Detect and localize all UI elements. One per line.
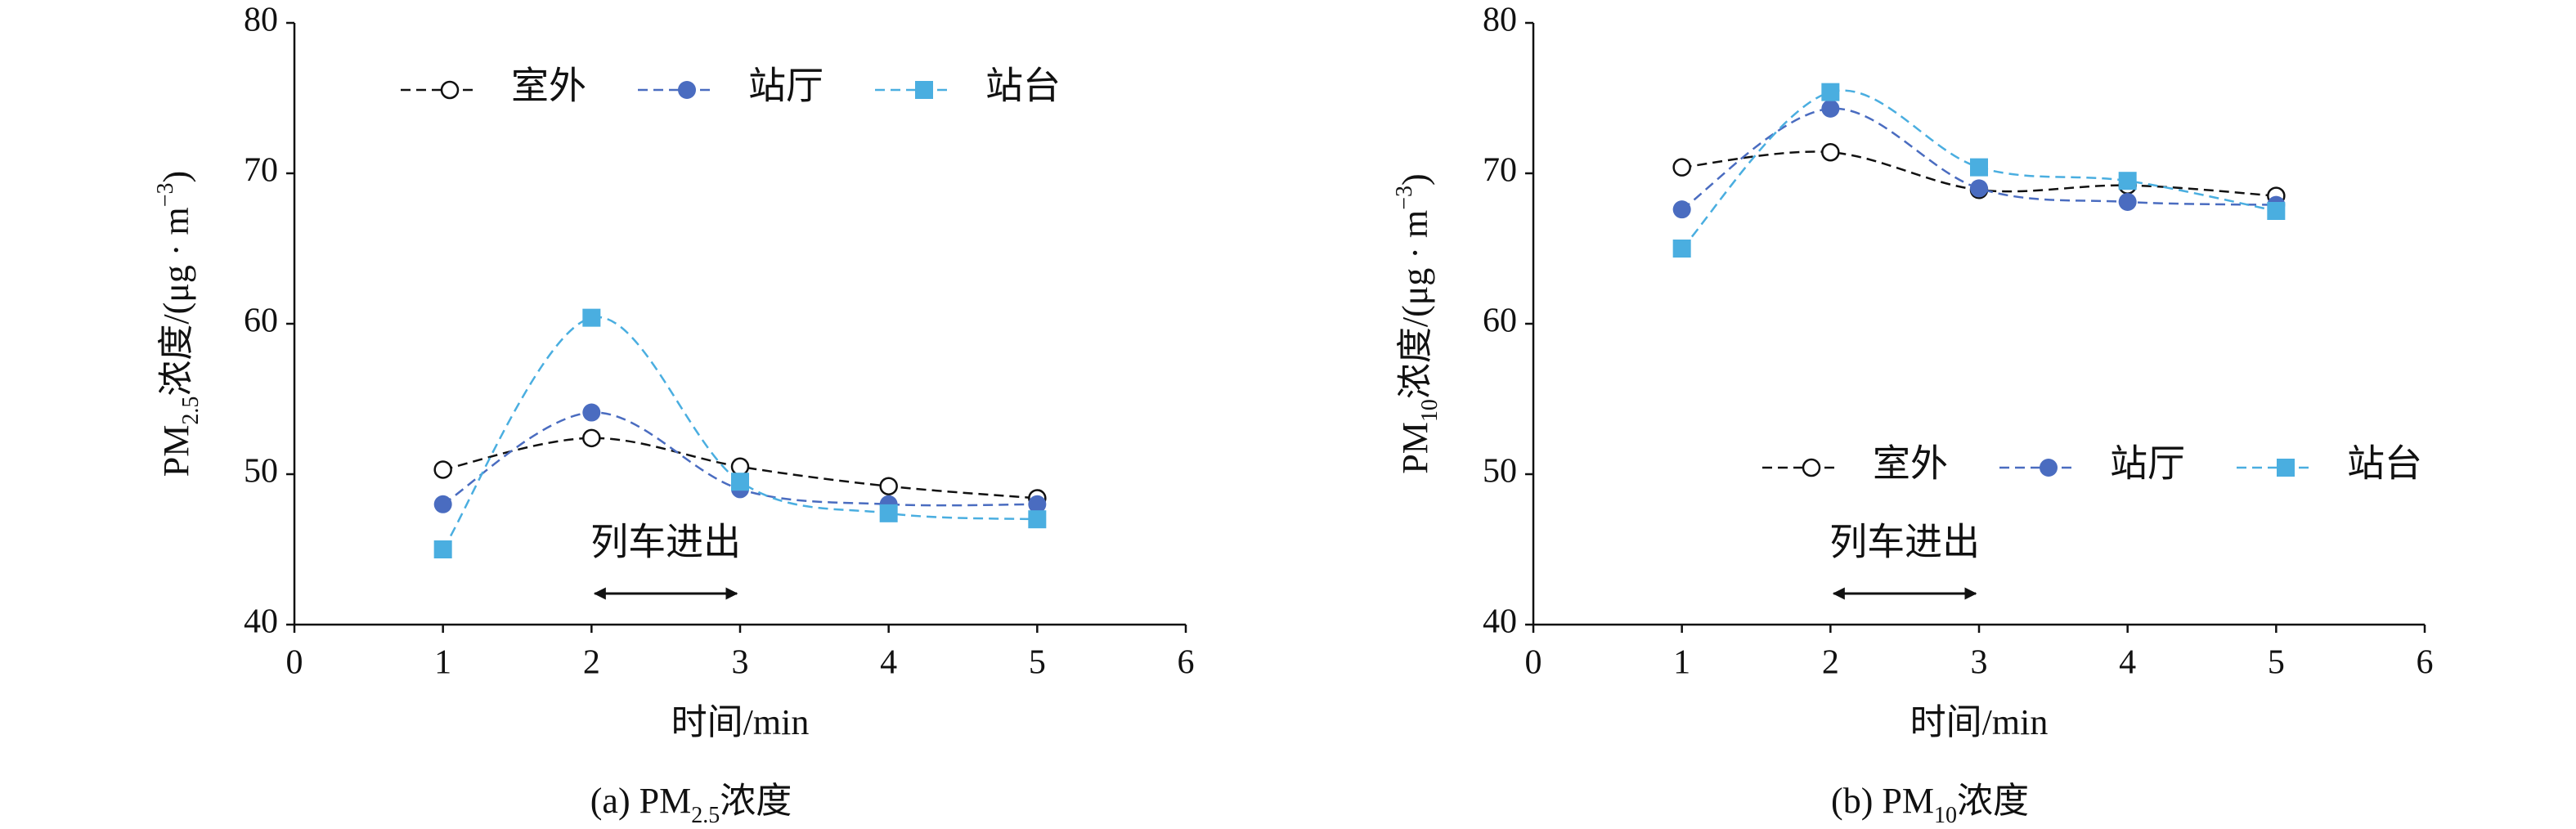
- marker: [1672, 240, 1691, 258]
- x-tick-label: 2: [583, 644, 600, 682]
- y-axis-label: PM10浓度/(μg · m−3): [1392, 173, 1443, 473]
- x-tick-label: 0: [286, 644, 303, 682]
- marker: [1028, 495, 1047, 513]
- marker: [1970, 179, 1988, 198]
- marker: [2118, 192, 2137, 211]
- series-line: [1681, 89, 2277, 249]
- x-tick-label: 2: [1822, 644, 1839, 682]
- marker: [1802, 458, 1821, 477]
- marker: [879, 504, 898, 522]
- marker: [731, 473, 749, 491]
- y-tick-label: 80: [1483, 2, 1517, 39]
- marker: [1970, 158, 1988, 177]
- y-tick-label: 60: [1483, 302, 1517, 340]
- y-axis-label-part: 10: [1417, 399, 1443, 422]
- y-tick-label: 40: [1483, 603, 1517, 641]
- x-axis-label: 时间/min: [1910, 702, 2049, 742]
- legend-label: 室外: [511, 65, 586, 107]
- y-axis-label-part: −3: [153, 182, 178, 207]
- marker: [582, 428, 601, 448]
- marker: [1672, 158, 1691, 177]
- marker: [582, 308, 601, 327]
- y-axis-label: PM2.5浓度/(μg · m−3): [153, 171, 204, 477]
- marker: [1821, 99, 1840, 118]
- marker: [433, 460, 452, 479]
- y-tick-label: 50: [1483, 453, 1517, 491]
- legend-entry: 站厅: [1999, 443, 2185, 485]
- x-tick-label: 3: [732, 644, 749, 682]
- legend-label: 站台: [985, 65, 1061, 107]
- y-axis-label-part: ): [156, 171, 196, 183]
- marker: [730, 457, 750, 477]
- x-tick-label: 0: [1525, 644, 1542, 682]
- caption-part: 浓度: [1957, 781, 2029, 821]
- marker: [2118, 172, 2137, 190]
- marker: [1821, 83, 1840, 101]
- legend-label: 站台: [2347, 443, 2422, 485]
- legend-entry: 室外: [1762, 443, 1948, 485]
- marker: [582, 403, 601, 422]
- x-tick-label: 4: [880, 644, 897, 682]
- legend-entry: 站厅: [638, 65, 824, 107]
- y-axis-label-part: 2.5: [178, 397, 204, 425]
- caption-part: (b) PM: [1831, 781, 1934, 821]
- marker: [879, 477, 898, 495]
- caption: (b) PM10浓度: [1831, 781, 2029, 828]
- annotation: 列车进出: [590, 522, 741, 563]
- y-axis-label-part: 浓度/(μg · m: [156, 207, 196, 396]
- x-axis-label: 时间/min: [671, 702, 810, 742]
- legend-entry: 室外: [401, 65, 586, 107]
- y-axis-label-part: −3: [1392, 186, 1417, 210]
- caption-part: 2.5: [691, 803, 720, 828]
- x-tick-label: 6: [2417, 644, 2434, 682]
- legend-label: 站厅: [748, 65, 824, 107]
- caption: (a) PM2.5浓度: [590, 781, 792, 828]
- marker: [1821, 142, 1840, 162]
- y-tick-label: 50: [244, 453, 278, 491]
- y-tick-label: 70: [244, 152, 278, 190]
- y-axis-label-part: ): [1395, 173, 1435, 186]
- marker: [915, 81, 933, 99]
- caption-part: 浓度: [720, 781, 792, 821]
- y-tick-label: 60: [244, 302, 278, 340]
- marker: [433, 495, 452, 513]
- series-line: [442, 316, 1038, 550]
- x-tick-label: 5: [2268, 644, 2285, 682]
- series-line: [1681, 107, 2277, 211]
- x-tick-label: 1: [434, 644, 451, 682]
- marker: [433, 540, 452, 558]
- marker: [2267, 202, 2286, 220]
- marker: [2040, 459, 2058, 477]
- legend-label: 室外: [1873, 443, 1948, 485]
- y-axis-label-part: PM: [1395, 422, 1435, 474]
- x-tick-label: 3: [1971, 644, 1988, 682]
- y-tick-label: 40: [244, 603, 278, 641]
- legend-entry: 站台: [875, 65, 1061, 107]
- annotation: 列车进出: [1829, 522, 1980, 563]
- y-tick-label: 70: [1483, 152, 1517, 190]
- caption-part: 10: [1934, 803, 1957, 828]
- legend-entry: 站台: [2237, 443, 2422, 485]
- marker: [1672, 200, 1691, 219]
- x-tick-label: 1: [1673, 644, 1690, 682]
- x-tick-label: 4: [2119, 644, 2136, 682]
- marker: [1028, 510, 1047, 529]
- marker: [678, 81, 696, 99]
- y-tick-label: 80: [244, 2, 278, 39]
- marker: [2277, 459, 2295, 477]
- legend-label: 站厅: [2110, 443, 2185, 485]
- y-axis-label-part: PM: [156, 425, 196, 477]
- x-tick-label: 6: [1178, 644, 1195, 682]
- marker: [440, 80, 460, 100]
- x-tick-label: 5: [1029, 644, 1046, 682]
- caption-part: (a) PM: [590, 781, 691, 821]
- y-axis-label-part: 浓度/(μg · m: [1395, 210, 1435, 399]
